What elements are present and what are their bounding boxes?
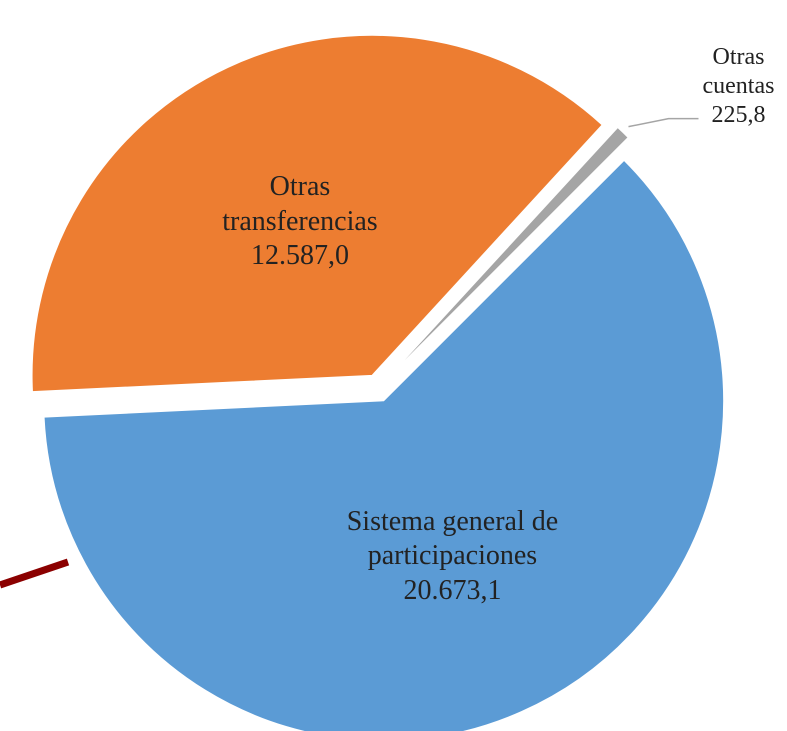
slice-label: Sistema general de participaciones 20.673… [302,505,602,607]
value-label: 20.673,1 [403,574,502,606]
value-label: 12.587,0 [250,239,349,271]
pie-slice [43,159,725,731]
slice-label: Otras transferencias 12.587,0 [190,170,410,272]
leader-line [0,558,70,589]
slice-label: Otras cuentas 225,8 [683,43,787,131]
leader-line [628,117,699,128]
pie-slice [31,34,603,393]
category-label: Sistema general de participaciones [346,506,559,572]
value-label: 225,8 [711,102,766,129]
category-label: Otras cuentas [702,43,775,100]
pie-slice [387,126,629,379]
category-label: Otras transferencias [222,171,378,237]
